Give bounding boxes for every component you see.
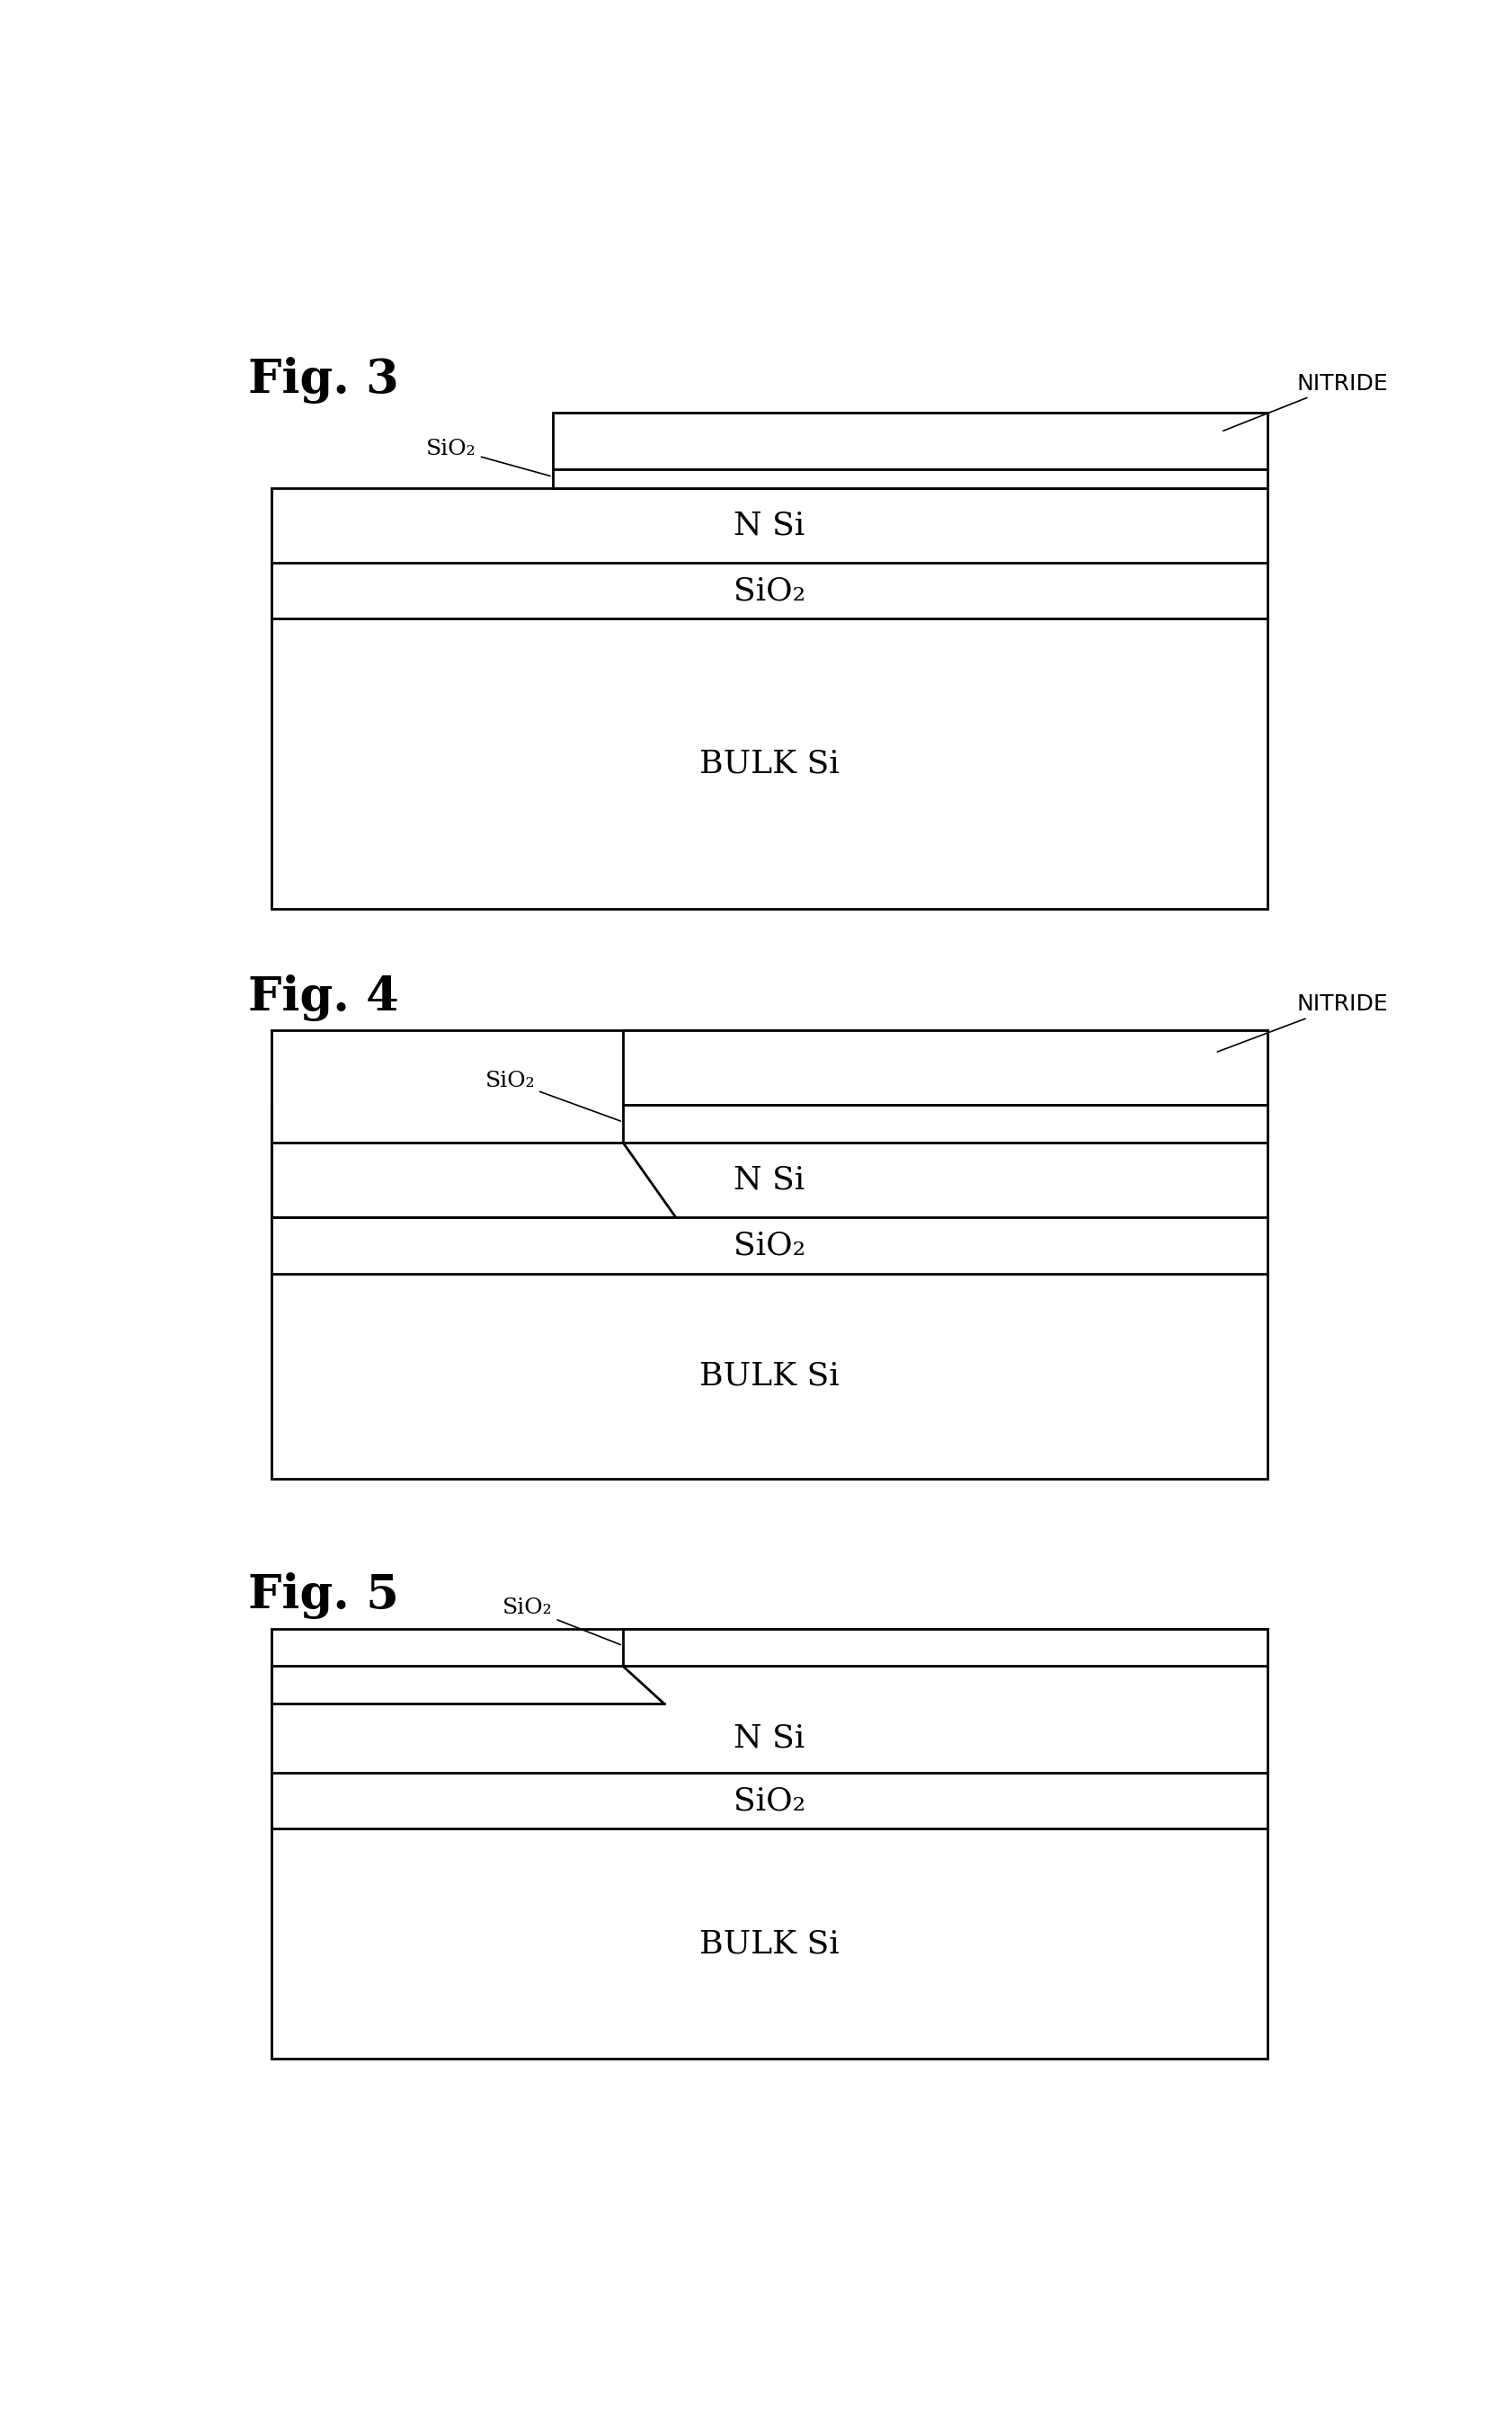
Text: Fig. 3: Fig. 3 bbox=[248, 357, 398, 403]
Text: BULK Si: BULK Si bbox=[699, 1929, 839, 1960]
Bar bbox=[623, 1030, 1267, 1105]
Text: N Si: N Si bbox=[733, 510, 804, 542]
Text: SiO₂: SiO₂ bbox=[733, 1785, 804, 1817]
Bar bbox=[552, 413, 1267, 469]
Text: BULK Si: BULK Si bbox=[699, 748, 839, 780]
Text: N Si: N Si bbox=[733, 1722, 804, 1754]
Bar bbox=[271, 1630, 1267, 2060]
Text: Fig. 4: Fig. 4 bbox=[248, 974, 398, 1020]
Text: BULK Si: BULK Si bbox=[699, 1360, 839, 1392]
Bar bbox=[623, 1105, 1267, 1142]
Text: Fig. 5: Fig. 5 bbox=[248, 1572, 398, 1620]
Text: NITRIDE: NITRIDE bbox=[1217, 993, 1388, 1052]
Text: SiO₂: SiO₂ bbox=[485, 1071, 620, 1122]
Text: N Si: N Si bbox=[733, 1163, 804, 1195]
Bar bbox=[552, 469, 1267, 488]
Bar bbox=[623, 1630, 1267, 1666]
Text: SiO₂: SiO₂ bbox=[733, 1229, 804, 1261]
Text: SiO₂: SiO₂ bbox=[733, 576, 804, 605]
Text: SiO₂: SiO₂ bbox=[426, 437, 550, 476]
Bar bbox=[271, 488, 1267, 908]
Text: NITRIDE: NITRIDE bbox=[1223, 372, 1388, 430]
Bar bbox=[271, 1030, 1267, 1479]
Text: SiO₂: SiO₂ bbox=[502, 1598, 620, 1644]
